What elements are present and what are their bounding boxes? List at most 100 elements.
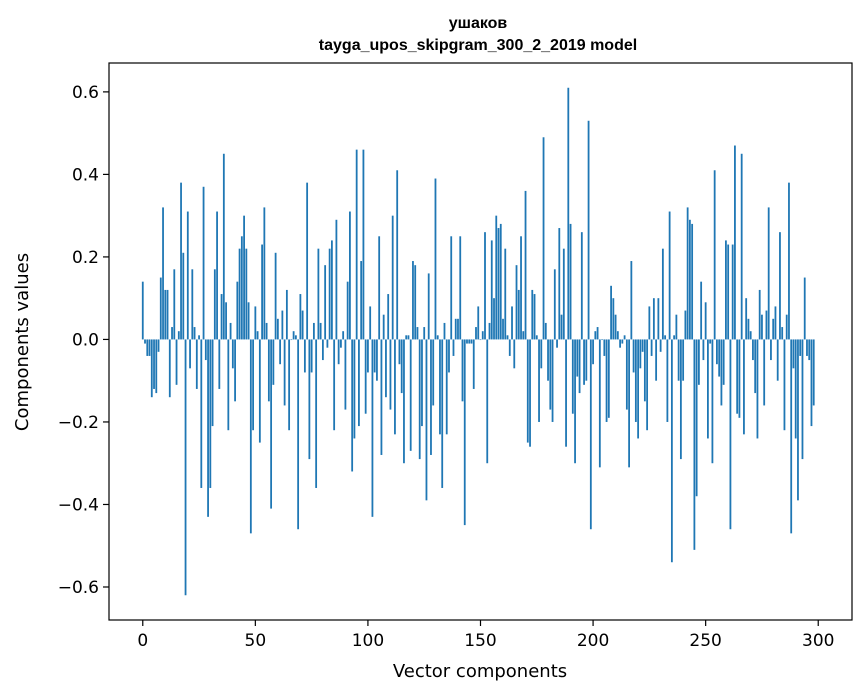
bar-158 [497,228,500,340]
bar-4 [150,339,153,398]
bar-263 [734,145,736,340]
bar-182 [551,339,554,422]
bar-245 [693,339,696,550]
bar-92 [349,211,351,340]
bar-70 [299,294,302,340]
bar-125 [423,327,426,340]
bar-71 [301,310,304,340]
bar-85 [333,339,336,431]
bar-144 [466,339,468,344]
bar-21 [189,339,191,369]
bar-172 [529,339,531,447]
bar-69 [297,339,300,530]
bar-277 [765,310,768,340]
bar-208 [610,285,612,340]
bar-97 [360,261,363,340]
bar-145 [468,339,471,344]
bar-27 [202,186,205,340]
bar-28 [204,339,207,361]
bar-41 [234,339,236,402]
bar-267 [743,339,745,435]
bar-266 [740,153,743,340]
bar-137 [450,236,453,340]
bar-79 [319,322,322,340]
bar-201 [594,331,597,340]
bar-257 [720,339,723,406]
bar-276 [763,339,766,406]
bar-191 [571,339,574,414]
bar-178 [542,137,545,340]
bar-225 [648,306,651,340]
bar-268 [745,298,748,340]
bar-48 [249,339,252,534]
bar-118 [407,335,410,340]
bar-234 [668,211,671,340]
bar-96 [358,339,360,427]
bar-209 [612,298,615,340]
bar-195 [580,232,583,340]
bar-206 [605,339,608,422]
bar-61 [279,339,282,365]
bar-37 [225,302,227,340]
bar-188 [565,339,567,447]
bar-198 [587,120,590,340]
x-tick-label: 300 [802,631,834,651]
y-tick-label: −0.2 [58,413,99,433]
bar-117 [405,335,408,340]
bar-13 [171,327,173,340]
bar-293 [801,339,804,460]
bar-237 [675,314,678,340]
bar-167 [517,289,520,340]
bar-18 [182,252,185,340]
bar-161 [504,248,507,340]
y-axis-ticks: −0.6 −0.4 −0.2 0.0 0.2 0.4 0.6 [58,83,109,598]
x-tick-label: 200 [577,631,609,651]
bar-296 [808,339,811,361]
bar-200 [592,339,594,365]
bar-20 [186,211,189,340]
bar-34 [218,339,221,389]
bar-50 [254,306,257,340]
bars-group [141,87,815,596]
bar-89 [342,331,345,340]
bar-231 [661,248,664,340]
bar-298 [812,339,815,406]
bar-176 [538,339,540,422]
bar-35 [220,294,223,340]
bar-278 [767,207,770,340]
bar-3 [148,339,151,356]
bar-251 [707,339,709,439]
bar-73 [306,182,309,340]
bar-43 [238,248,241,340]
bar-135 [445,339,448,435]
y-tick-label: −0.4 [58,495,99,515]
bar-253 [711,339,714,464]
bar-150 [479,339,482,341]
bar-187 [562,248,565,340]
bar-297 [810,339,813,427]
bar-197 [585,339,588,381]
x-tick-label: 100 [352,631,384,651]
bar-205 [603,339,606,356]
bar-222 [641,339,644,352]
bar-230 [659,339,662,352]
bar-214 [623,335,626,340]
bar-156 [493,298,495,340]
bar-218 [632,339,635,373]
bar-207 [607,339,610,418]
bar-56 [267,339,270,402]
bar-185 [558,228,561,340]
bar-166 [515,265,518,340]
bar-129 [432,339,435,406]
bar-138 [452,339,455,356]
bar-74 [308,339,311,460]
bar-63 [283,339,286,406]
bar-193 [576,339,579,377]
bar-31 [211,339,214,427]
bar-59 [274,252,277,340]
bar-132 [439,339,441,435]
bar-120 [412,261,414,340]
bar-7 [157,339,160,352]
bar-93 [351,339,354,472]
